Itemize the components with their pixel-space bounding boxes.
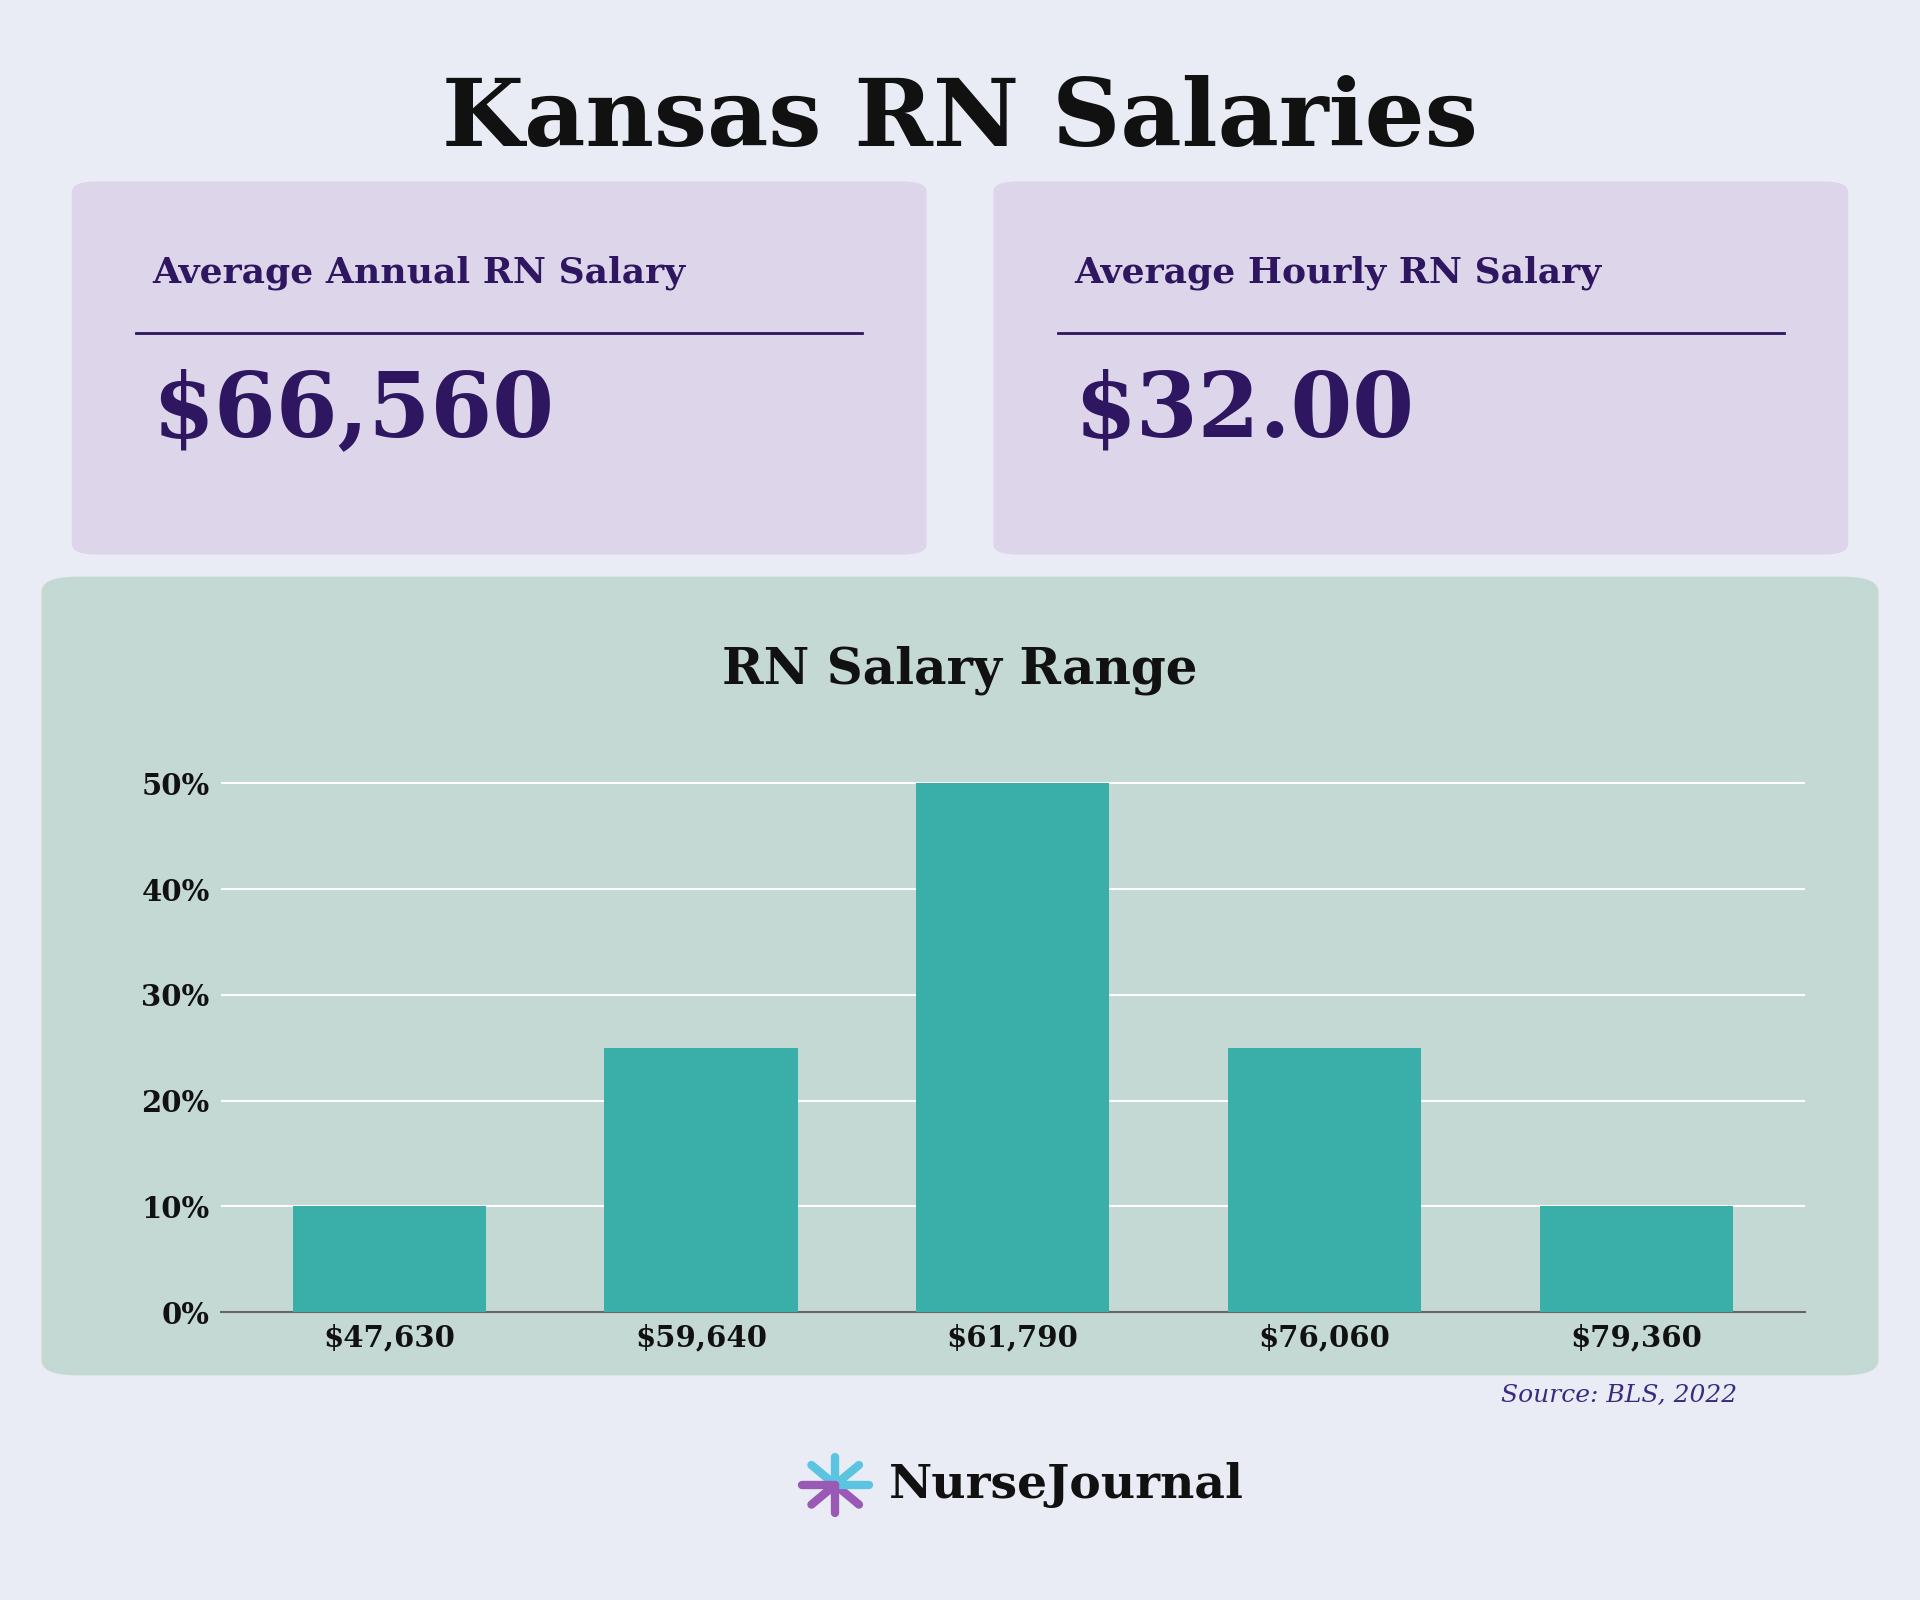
Text: Average Hourly RN Salary: Average Hourly RN Salary xyxy=(1073,256,1601,290)
Text: $32.00: $32.00 xyxy=(1073,368,1413,454)
Text: NurseJournal: NurseJournal xyxy=(889,1462,1244,1507)
FancyBboxPatch shape xyxy=(993,181,1849,555)
Text: $66,560: $66,560 xyxy=(152,368,555,454)
Text: RN Salary Range: RN Salary Range xyxy=(722,646,1198,696)
FancyBboxPatch shape xyxy=(42,576,1878,1376)
Text: Percentage of RNs: Percentage of RNs xyxy=(828,720,1117,747)
FancyBboxPatch shape xyxy=(71,181,927,555)
Text: Source: BLS, 2022: Source: BLS, 2022 xyxy=(1501,1384,1738,1406)
Bar xyxy=(916,784,1110,1312)
Bar xyxy=(292,1206,486,1312)
Bar xyxy=(1229,1048,1421,1312)
Text: Kansas RN Salaries: Kansas RN Salaries xyxy=(442,75,1478,165)
Bar xyxy=(1540,1206,1734,1312)
Text: Average Annual RN Salary: Average Annual RN Salary xyxy=(152,256,685,290)
Bar xyxy=(605,1048,797,1312)
